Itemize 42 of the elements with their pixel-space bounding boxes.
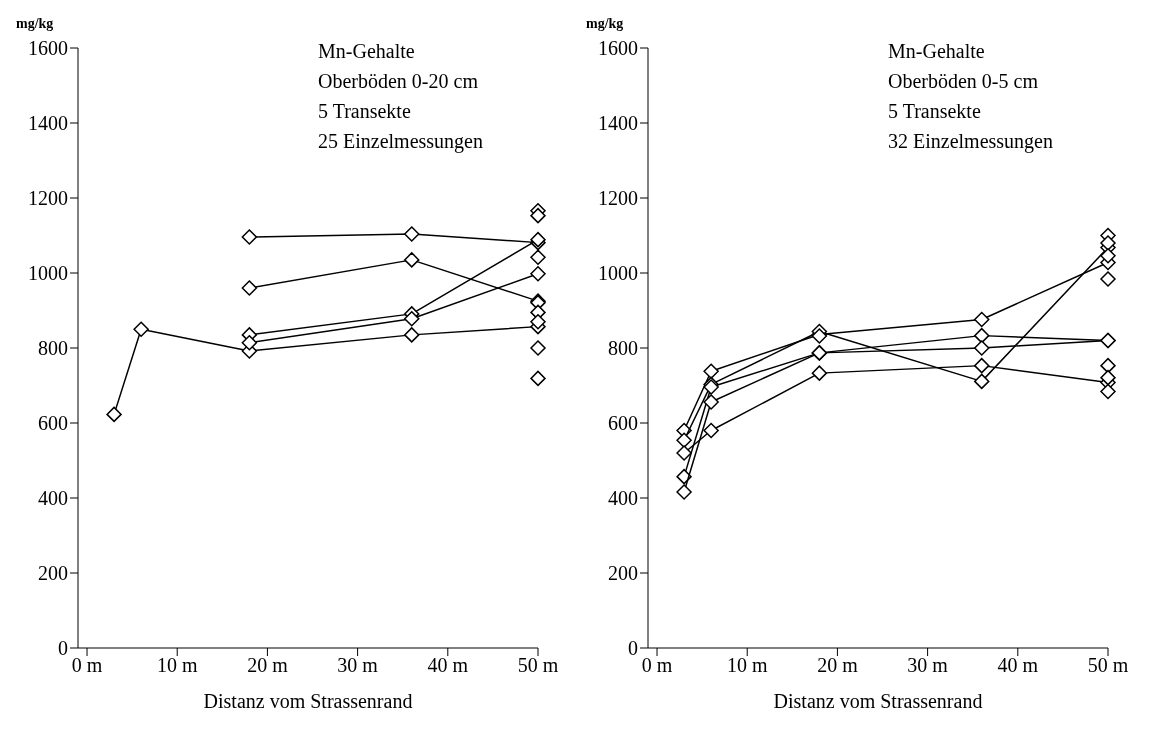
- y-tick-label: 1000: [28, 262, 68, 285]
- x-tick-label: 10 m: [156, 654, 198, 677]
- annotation: 25 Einzelmessungen: [318, 129, 483, 155]
- y-tick-label: 0: [58, 637, 68, 660]
- annotation: Oberböden 0-5 cm: [888, 69, 1039, 94]
- y-tick-label: 1600: [28, 37, 68, 60]
- y-tick-label: 0: [628, 637, 638, 660]
- y-axis-title: mg/kg: [16, 16, 54, 32]
- y-tick-label: 800: [38, 337, 68, 360]
- y-tick-label: 400: [38, 487, 68, 510]
- annotation: 5 Transekte: [318, 99, 412, 124]
- y-axis-title: mg/kg: [586, 16, 624, 32]
- x-axis-title: Distanz vom Strassenrand: [203, 690, 413, 712]
- x-tick-label: 30 m: [337, 654, 379, 677]
- x-tick-label: 40 m: [997, 654, 1039, 677]
- y-tick-label: 1400: [28, 112, 68, 135]
- x-axis-title: Distanz vom Strassenrand: [773, 690, 983, 712]
- x-tick-label: 40 m: [427, 654, 469, 677]
- annotation: Oberböden 0-20 cm: [318, 69, 479, 94]
- x-tick-label: 20 m: [817, 654, 859, 677]
- y-tick-label: 1600: [598, 37, 638, 60]
- y-tick-label: 600: [608, 412, 638, 435]
- x-tick-label: 0 m: [641, 654, 673, 677]
- y-tick-label: 200: [38, 562, 68, 585]
- x-tick-label: 50 m: [517, 654, 559, 677]
- annotation: Mn-Gehalte: [318, 39, 416, 64]
- x-tick-label: 30 m: [907, 654, 949, 677]
- y-tick-label: 800: [608, 337, 638, 360]
- y-tick-label: 1200: [28, 187, 68, 210]
- y-tick-label: 1000: [598, 262, 638, 285]
- y-tick-label: 400: [608, 487, 638, 510]
- y-tick-label: 200: [608, 562, 638, 585]
- y-tick-label: 1400: [598, 112, 638, 135]
- annotation: 5 Transekte: [888, 99, 982, 124]
- annotation: Mn-Gehalte: [888, 39, 986, 64]
- annotation: 32 Einzelmessungen: [888, 129, 1053, 155]
- x-tick-label: 0 m: [71, 654, 103, 677]
- y-tick-label: 1200: [598, 187, 638, 210]
- x-tick-label: 10 m: [726, 654, 768, 677]
- y-tick-label: 600: [38, 412, 68, 435]
- x-tick-label: 20 m: [247, 654, 289, 677]
- x-tick-label: 50 m: [1087, 654, 1129, 677]
